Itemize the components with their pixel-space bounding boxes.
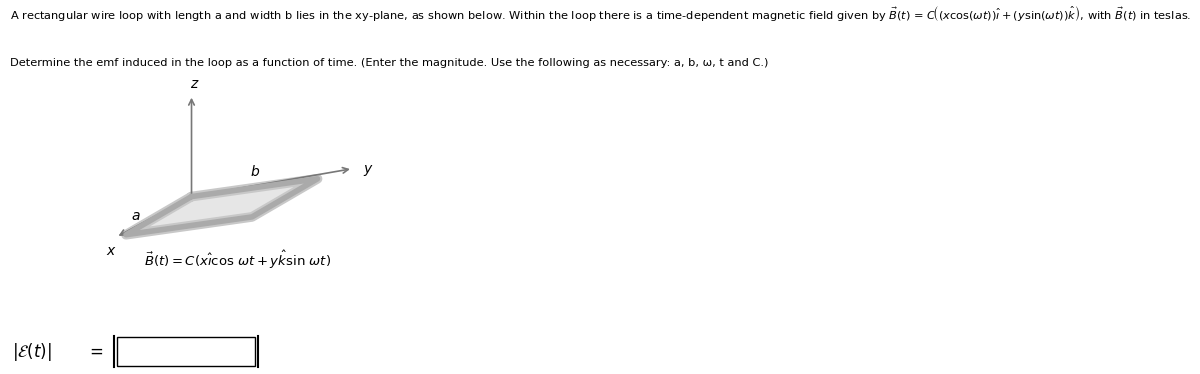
Text: y: y [362,162,371,176]
Text: a: a [132,209,140,223]
Text: $|\mathcal{E}(t)|$: $|\mathcal{E}(t)|$ [12,341,52,362]
Text: b: b [250,165,259,179]
Text: z: z [191,77,198,91]
Text: A rectangular wire loop with length a and width b lies in the xy-plane, as shown: A rectangular wire loop with length a an… [10,4,1190,23]
FancyBboxPatch shape [118,337,256,366]
Text: =: = [89,343,103,361]
Text: $\vec{B}(t) = C(x\hat{\imath}\cos\,\omega t + y\hat{k}\sin\,\omega t)$: $\vec{B}(t) = C(x\hat{\imath}\cos\,\omeg… [144,249,331,271]
Polygon shape [126,179,318,235]
Text: x: x [107,243,115,258]
Text: Determine the emf induced in the loop as a function of time. (Enter the magnitud: Determine the emf induced in the loop as… [10,58,768,68]
